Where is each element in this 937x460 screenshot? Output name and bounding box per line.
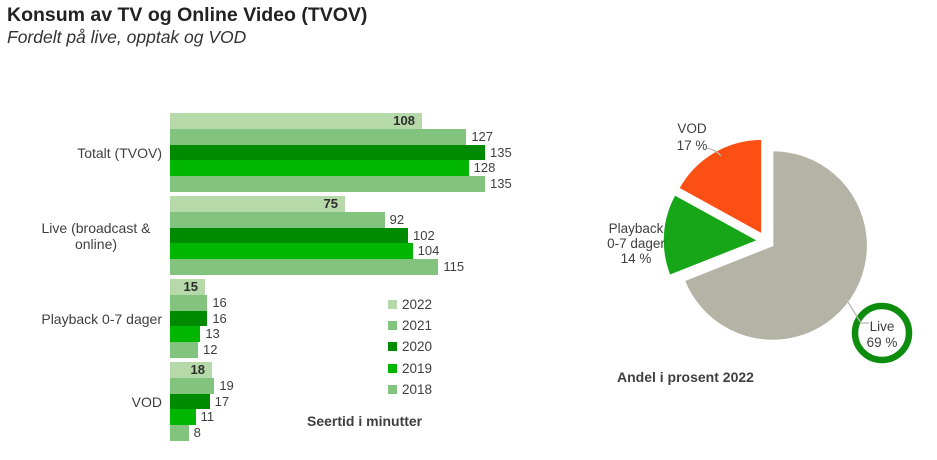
bar-value-label: 12 [203,342,218,358]
bar-2019-3 [170,409,196,426]
bar-2022-3 [170,362,212,378]
bar-2020-1 [170,227,408,244]
category-label: Totalt (TVOV) [77,144,162,161]
bar-value-label: 115 [443,259,465,275]
bar-value-label: 13 [205,326,220,342]
bar-value-label: 127 [471,128,494,144]
category-label: VOD [131,393,162,410]
bar-value-label: 128 [473,160,496,176]
bar-value-label: 8 [193,425,201,441]
legend-item-2020: 2020 [388,339,432,354]
category-label: Live (broadcast & online) [41,219,151,252]
bar-value-label: 102 [413,227,435,243]
legend-label: 2019 [402,360,433,376]
bar-value-label: 135 [490,144,512,160]
legend-swatch [388,384,397,394]
bar-2021-2 [170,294,208,311]
legend-swatch [388,342,397,352]
legend-item-2022: 2022 [388,297,432,312]
legend-swatch [388,363,397,373]
legend-label: 2020 [402,339,433,355]
bar-value-label: 104 [417,243,440,259]
x-axis-label: Seertid i minutter [307,413,423,429]
bar-value-label: 135 [490,176,512,192]
bar-2020-0 [170,144,485,161]
legend-item-2018: 2018 [388,382,432,397]
bar-value-label: 92 [389,211,405,227]
chart-subtitle: Fordelt på live, opptak og VOD [7,27,247,47]
bar-2022-2 [170,279,205,295]
bar-2022-0 [170,113,422,129]
bar-value-label: 19 [219,377,234,393]
legend-label: 2021 [402,318,433,334]
bar-2021-1 [170,211,385,228]
bar-2021-3 [170,377,215,394]
category-label: Playback 0-7 dager [41,310,162,327]
bar-2022-1 [170,196,345,212]
legend-label: 2022 [402,297,433,312]
chart-title: Konsum av TV og Online Video (TVOV) [7,4,368,26]
bar-2018-3 [170,425,189,441]
bar-value-label: 75 [323,196,338,211]
legend-item-2019: 2019 [388,361,432,376]
bar-value-label: 108 [393,113,415,128]
legend-label: 2018 [402,381,433,397]
bar-2018-1 [170,259,439,275]
bar-2021-0 [170,128,467,145]
bar-2019-1 [170,243,413,260]
legend-item-2021: 2021 [388,318,432,333]
bar-value-label: 11 [200,409,215,425]
bar-value-label: 16 [212,294,227,310]
bar-2020-2 [170,310,208,327]
pie-caption: Andel i prosent 2022 [617,369,754,385]
bar-value-label: 18 [190,362,205,377]
legend-swatch [388,300,397,309]
bar-value-label: 17 [214,393,230,409]
legend-swatch [388,321,397,331]
bar-2018-0 [170,176,485,192]
bar-value-label: 15 [183,279,198,294]
bar-2020-3 [170,393,210,410]
bar-2019-2 [170,326,201,343]
bar-2019-0 [170,160,469,177]
bar-2018-2 [170,342,198,358]
bar-value-label: 16 [212,310,227,326]
